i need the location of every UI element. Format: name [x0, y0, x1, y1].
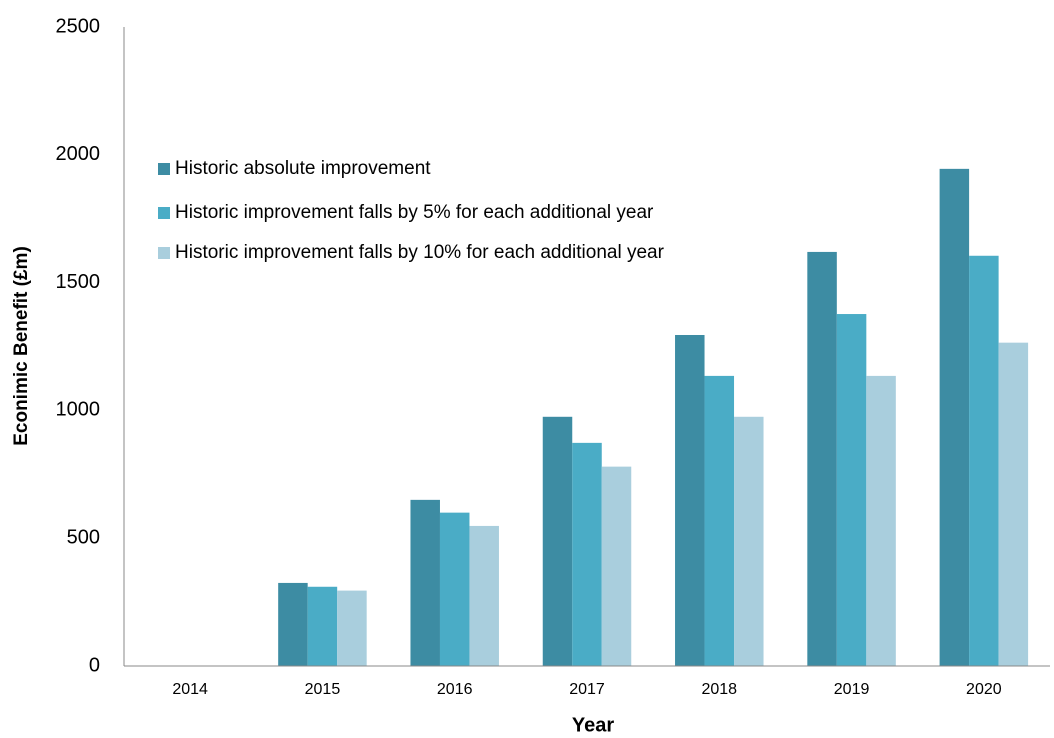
- bar: [542, 416, 573, 666]
- legend-label: Historic improvement falls by 5% for eac…: [175, 202, 654, 223]
- bar: [866, 375, 896, 666]
- bar: [572, 442, 602, 666]
- legend-swatch: [158, 207, 170, 219]
- bar: [939, 168, 970, 666]
- x-tick-label: 2014: [172, 681, 208, 698]
- y-axis-label: Econimic Benefit (£m): [11, 246, 32, 446]
- x-axis-label: Year: [572, 714, 614, 736]
- legend-label: Historic absolute improvement: [175, 158, 431, 179]
- x-tick-label: 2020: [966, 681, 1002, 698]
- bar: [704, 375, 735, 666]
- bar: [601, 466, 632, 666]
- legend-label: Historic improvement falls by 10% for ea…: [175, 242, 665, 263]
- bar: [410, 499, 440, 666]
- y-tick-label: 1500: [56, 271, 101, 293]
- x-tick-label: 2017: [569, 681, 605, 698]
- x-tick-label: 2015: [305, 681, 341, 698]
- bar: [998, 342, 1029, 666]
- y-tick-label: 2500: [56, 15, 101, 37]
- x-tick-label: 2019: [834, 681, 870, 698]
- bar: [278, 582, 308, 666]
- bar: [969, 255, 999, 666]
- y-tick-label: 0: [89, 654, 100, 676]
- x-tick-label: 2016: [437, 681, 473, 698]
- bar: [734, 416, 764, 666]
- x-tick-label: 2018: [701, 681, 737, 698]
- bar: [836, 314, 867, 666]
- bar: [337, 590, 367, 666]
- bar: [675, 334, 705, 666]
- bar: [307, 586, 338, 666]
- legend-swatch: [158, 163, 170, 175]
- y-tick-label: 2000: [56, 143, 101, 165]
- legend-swatch: [158, 247, 170, 259]
- bar: [469, 525, 499, 666]
- bar: [439, 512, 470, 666]
- y-tick-label: 500: [67, 526, 100, 548]
- bar: [807, 251, 837, 667]
- y-tick-label: 1000: [56, 399, 101, 421]
